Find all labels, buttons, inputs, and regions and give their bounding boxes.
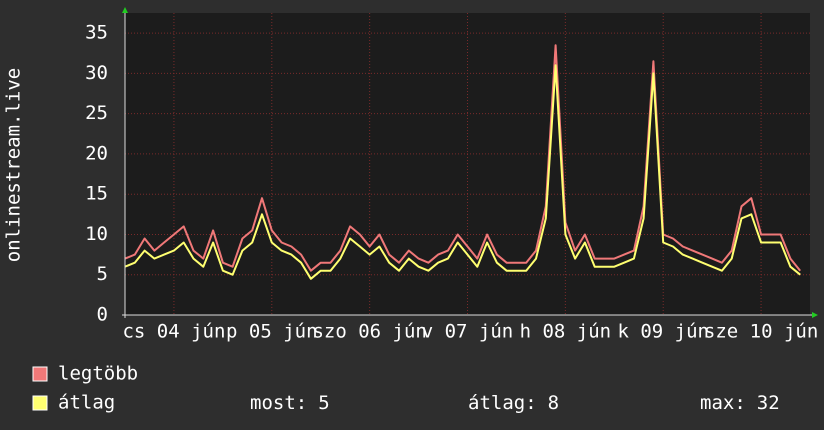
y-axis-label: onlinestream.live xyxy=(3,68,25,262)
series-line xyxy=(124,64,801,280)
y-tick-label: 0 xyxy=(97,304,108,326)
x-tick-label: v 07 jún xyxy=(422,321,514,343)
y-tick-label: 25 xyxy=(85,102,108,124)
legend-swatch xyxy=(32,395,48,411)
stat-value: 5 xyxy=(318,392,329,414)
x-tick-label: h 08 jún xyxy=(520,321,612,343)
stat-label: átlag: xyxy=(468,392,537,414)
legend-label: átlag xyxy=(58,392,115,414)
x-tick-label: sze 10 jún xyxy=(704,321,818,343)
legend: legtöbb átlag most: 5 átlag: 8 max: 32 xyxy=(32,363,780,414)
y-tick-label: 10 xyxy=(85,223,108,245)
x-tick-label: szo 06 jún xyxy=(312,321,426,343)
y-arrow xyxy=(122,7,128,13)
stat: max: 32 xyxy=(700,392,780,414)
grid xyxy=(125,13,810,316)
y-tick-label: 20 xyxy=(85,142,108,164)
y-tick-label: 15 xyxy=(85,183,108,205)
stat: most: 5 xyxy=(250,392,330,414)
stat-value: 32 xyxy=(757,392,780,414)
x-tick-label: cs 04 jún xyxy=(122,321,225,343)
y-tick-label: 5 xyxy=(97,263,108,285)
stat-label: most: xyxy=(250,392,307,414)
legend-swatch xyxy=(32,366,48,382)
series-line xyxy=(124,44,801,272)
stat-label: max: xyxy=(700,392,746,414)
x-tick-label: p 05 jún xyxy=(226,321,318,343)
stat-value: 8 xyxy=(548,392,559,414)
x-tick-label: k 09 jún xyxy=(617,321,709,343)
lines xyxy=(124,44,801,280)
stat: átlag: 8 xyxy=(468,392,559,414)
legend-label: legtöbb xyxy=(58,363,138,385)
y-tick-label: 35 xyxy=(85,22,108,44)
x-arrow xyxy=(812,312,818,318)
y-tick-label: 30 xyxy=(85,62,108,84)
